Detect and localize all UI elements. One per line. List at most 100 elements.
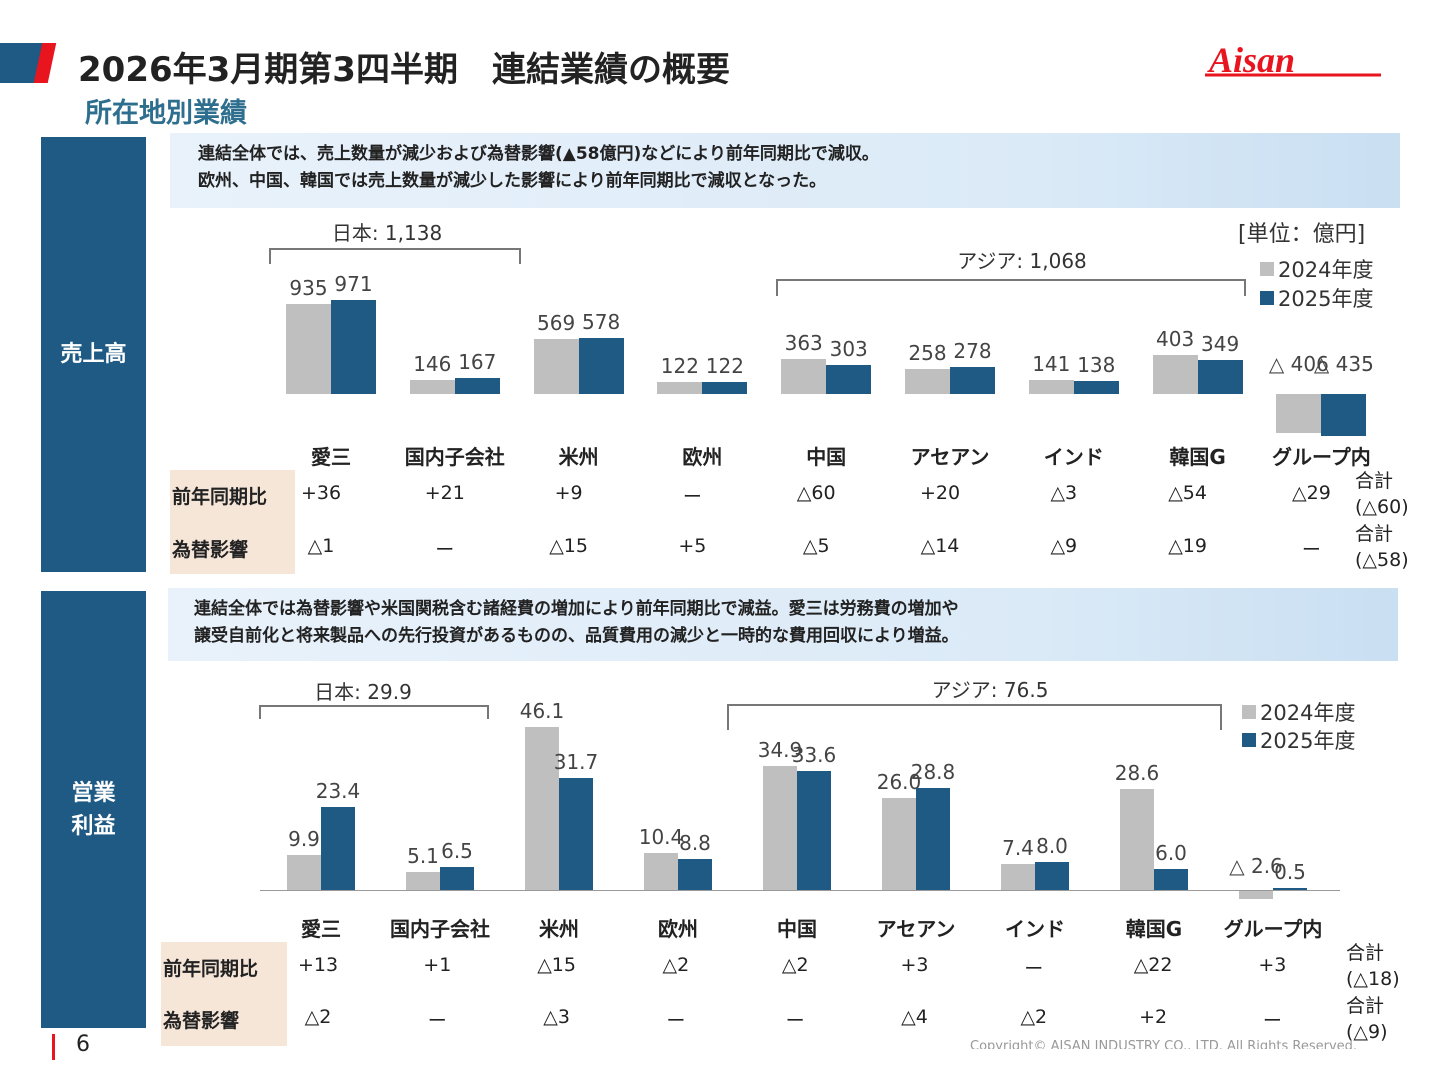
side-label-line: 営業 [71, 780, 116, 806]
sales-fx-total: 合計 (△58) [1355, 521, 1409, 573]
data-label: 6.5 [441, 838, 473, 863]
total-value: (△9) [1346, 1021, 1388, 1043]
bar-2024 [657, 382, 703, 394]
fx-cell: △5 [802, 535, 830, 557]
yoy-cell: ー [682, 486, 702, 508]
bar-2024 [533, 339, 579, 394]
row-label-yoy: 前年同期比 [163, 958, 259, 980]
data-label: 33.6 [791, 743, 837, 768]
legend-swatch [1242, 705, 1256, 719]
yoy-cell: △3 [1050, 482, 1078, 504]
fx-cell: ー [666, 1010, 686, 1032]
fx-cell: △2 [1020, 1006, 1048, 1028]
data-label: 28.6 [1114, 760, 1160, 785]
fx-cell: ー [435, 539, 455, 561]
asia-total: アジア: 76.5 [931, 678, 1049, 702]
category-label: 愛三 [311, 445, 351, 469]
category-label: 愛三 [301, 917, 341, 941]
data-label: △ 435 [1313, 352, 1374, 376]
total-value: (△60) [1355, 496, 1409, 518]
total-value: (△58) [1355, 549, 1409, 571]
fx-cell: △3 [543, 1006, 570, 1028]
profit-side-label: 営業 利益 [41, 591, 146, 1028]
category-label: 米州 [558, 445, 599, 469]
bar-2025 [916, 788, 950, 890]
legend-label: 2025年度 [1260, 729, 1356, 753]
bar-2024 [525, 726, 559, 890]
bar-2024 [409, 379, 455, 394]
category-label: 韓国G [1125, 917, 1183, 941]
bar-2025 [578, 338, 624, 394]
profit-info-line: 譲受自前化と将来製品への先行投資があるものの、品質費用の減少と一時的な費用回収に… [194, 626, 959, 646]
page-title: 2026年3月期第3四半期 連結業績の概要 [78, 50, 730, 90]
bar-2025 [1154, 868, 1188, 890]
japan-bracket [269, 248, 521, 264]
data-label: △ 2.6 [1229, 854, 1283, 878]
fx-cell: △1 [307, 535, 335, 557]
bar-2024 [1276, 394, 1322, 434]
legend-label: 2024年度 [1260, 701, 1356, 725]
bar-2025 [1273, 888, 1307, 890]
legend-swatch [1260, 291, 1274, 305]
page-subtitle: 所在地別業績 [85, 98, 247, 129]
yoy-cell: △54 [1168, 482, 1207, 504]
yoy-cell: △29 [1291, 482, 1331, 504]
data-label: 5.1 [407, 843, 439, 868]
bar-2025 [678, 858, 712, 890]
data-label: 349 [1201, 332, 1240, 357]
data-label: 303 [829, 336, 868, 361]
yoy-cell: +3 [1258, 954, 1287, 976]
fx-cell: △9 [1050, 535, 1078, 557]
bar-2025 [559, 777, 593, 890]
data-label: 0.5 [1274, 860, 1306, 885]
fx-cell: ー [1301, 539, 1321, 561]
bar-2025 [1197, 360, 1243, 394]
fx-cell: △14 [920, 535, 960, 557]
yoy-cell: +1 [423, 954, 452, 976]
category-label: 国内子会社 [390, 917, 490, 941]
total-label: 合計 [1355, 470, 1394, 492]
bar-2024 [882, 797, 916, 890]
data-label: 122 [705, 354, 744, 379]
yoy-cell: △2 [781, 954, 809, 976]
fx-cell: +5 [678, 535, 707, 557]
category-label: インド [1005, 917, 1065, 941]
category-label: インド [1043, 445, 1104, 469]
category-label: グループ内 [1271, 445, 1371, 469]
asia-total: アジア: 1,068 [957, 249, 1087, 273]
data-label: 971 [334, 272, 373, 297]
legend-2024: 2024年度 [1260, 254, 1373, 284]
bar-2024 [763, 766, 797, 890]
yoy-cell: △60 [796, 482, 836, 504]
bar-2025 [1073, 380, 1119, 394]
profit-row-label-box: 前年同期比 為替影響 [161, 942, 287, 1046]
sales-side-label: 売上高 [41, 137, 146, 572]
data-label: 138 [1077, 352, 1116, 377]
yoy-cell: +20 [919, 482, 961, 504]
data-label: 10.4 [638, 825, 684, 850]
data-label: 258 [908, 341, 947, 366]
legend-2025: 2025年度 [1260, 283, 1373, 313]
data-label: 46.1 [519, 698, 565, 723]
row-label-fx: 為替影響 [172, 539, 249, 561]
data-label: 569 [537, 311, 576, 336]
data-label: 935 [289, 275, 328, 300]
svg-text:Aisan: Aisan [1207, 40, 1295, 80]
legend-label: 2025年度 [1278, 287, 1374, 311]
bar-2025 [331, 300, 376, 394]
bar-2025 [826, 364, 872, 394]
category-label: アセアン [876, 917, 956, 941]
data-label: 167 [458, 349, 497, 374]
total-label: 合計 [1355, 523, 1394, 545]
profit-yoy-total: 合計 (△18) [1346, 940, 1400, 992]
side-label-line: 利益 [71, 813, 116, 839]
bar-2024 [644, 853, 678, 890]
sales-row-label-box: 前年同期比 為替影響 [170, 470, 295, 574]
category-label: 国内子会社 [404, 445, 505, 469]
aisan-logo: Aisan [1205, 40, 1381, 80]
category-label: 米州 [539, 917, 579, 941]
bar-2024 [1028, 380, 1074, 394]
fx-cell: ー [1262, 1010, 1282, 1032]
yoy-cell: ー [1024, 958, 1044, 980]
data-label: 278 [953, 339, 992, 364]
